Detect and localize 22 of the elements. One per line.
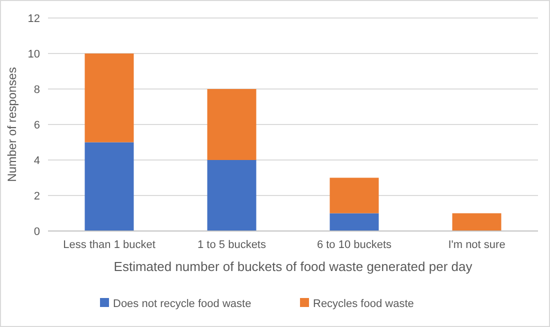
x-tick-label: 6 to 10 buckets bbox=[316, 239, 392, 251]
bar bbox=[207, 89, 256, 160]
y-tick-label: 2 bbox=[34, 190, 40, 202]
y-tick-label: 10 bbox=[28, 48, 40, 60]
bar bbox=[330, 213, 379, 231]
bar bbox=[330, 178, 379, 214]
y-tick-label: 6 bbox=[34, 119, 40, 132]
x-axis-title: Estimated number of buckets of food waste generated per day bbox=[114, 259, 473, 274]
bar bbox=[84, 54, 134, 142]
y-tick-label: 8 bbox=[34, 84, 40, 96]
bar bbox=[84, 142, 134, 231]
legend-label: Recycles food waste bbox=[313, 298, 414, 310]
y-tick-label: 0 bbox=[34, 226, 40, 238]
x-tick-label: 1 to 5 buckets bbox=[198, 239, 266, 251]
y-tick-label: 4 bbox=[34, 154, 40, 167]
y-axis-title: Number of responses bbox=[5, 67, 19, 182]
legend-label: Does not recycle food waste bbox=[113, 298, 252, 310]
bar bbox=[207, 160, 256, 231]
y-tick-label: 12 bbox=[28, 12, 40, 25]
bar bbox=[452, 213, 502, 231]
x-tick-label: Less than 1 bucket bbox=[63, 239, 156, 251]
x-tick-label: I'm not sure bbox=[448, 239, 506, 251]
